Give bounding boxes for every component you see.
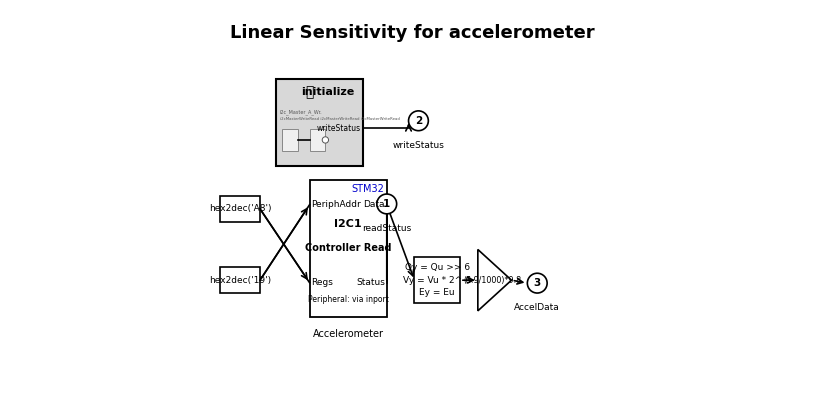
Text: 2: 2 (415, 116, 422, 126)
Text: Peripheral: via inport: Peripheral: via inport (308, 295, 389, 304)
Circle shape (377, 194, 397, 214)
Text: Status: Status (356, 278, 384, 287)
FancyBboxPatch shape (282, 129, 298, 150)
Circle shape (408, 111, 428, 131)
FancyBboxPatch shape (309, 180, 387, 317)
FancyBboxPatch shape (414, 257, 460, 303)
Text: Accelerometer: Accelerometer (313, 329, 384, 339)
Text: hex2dec('A8'): hex2dec('A8') (209, 204, 271, 213)
Text: readStatus: readStatus (362, 224, 412, 233)
Text: AccelData: AccelData (514, 303, 560, 312)
Text: Data: Data (363, 200, 384, 209)
Text: Qy = Qu >> 6: Qy = Qu >> 6 (405, 263, 469, 272)
Text: writeStatus: writeStatus (317, 124, 361, 133)
Text: 3: 3 (534, 278, 541, 288)
Text: I2C1: I2C1 (334, 219, 362, 229)
Text: i2cMasterWriteRead i2cMasterWriteRead i2cMasterWriteRead: i2cMasterWriteRead i2cMasterWriteRead i2… (280, 117, 400, 121)
Text: Regs: Regs (312, 278, 333, 287)
Polygon shape (478, 249, 512, 311)
Text: Ey = Eu: Ey = Eu (419, 288, 455, 297)
Text: 1: 1 (383, 199, 390, 209)
FancyBboxPatch shape (220, 196, 260, 222)
Text: ⏻: ⏻ (304, 85, 314, 99)
FancyBboxPatch shape (309, 129, 325, 150)
Circle shape (527, 273, 547, 293)
Text: initialize: initialize (301, 87, 355, 97)
FancyBboxPatch shape (276, 79, 363, 166)
Text: Linear Sensitivity for accelerometer: Linear Sensitivity for accelerometer (230, 24, 595, 42)
Text: Vy = Vu * 2^-6: Vy = Vu * 2^-6 (403, 276, 471, 285)
Text: PeriphAddr: PeriphAddr (312, 200, 361, 209)
Text: STM32: STM32 (351, 184, 384, 194)
Text: i2c_Master_A_Wr.: i2c_Master_A_Wr. (280, 109, 323, 115)
Text: (3.9/1000)*9.8: (3.9/1000)*9.8 (463, 276, 521, 285)
Circle shape (323, 137, 328, 143)
Text: writeStatus: writeStatus (393, 141, 445, 150)
Text: hex2dec('19'): hex2dec('19') (210, 276, 271, 285)
Text: Controller Read: Controller Read (305, 244, 391, 253)
FancyBboxPatch shape (220, 267, 260, 293)
